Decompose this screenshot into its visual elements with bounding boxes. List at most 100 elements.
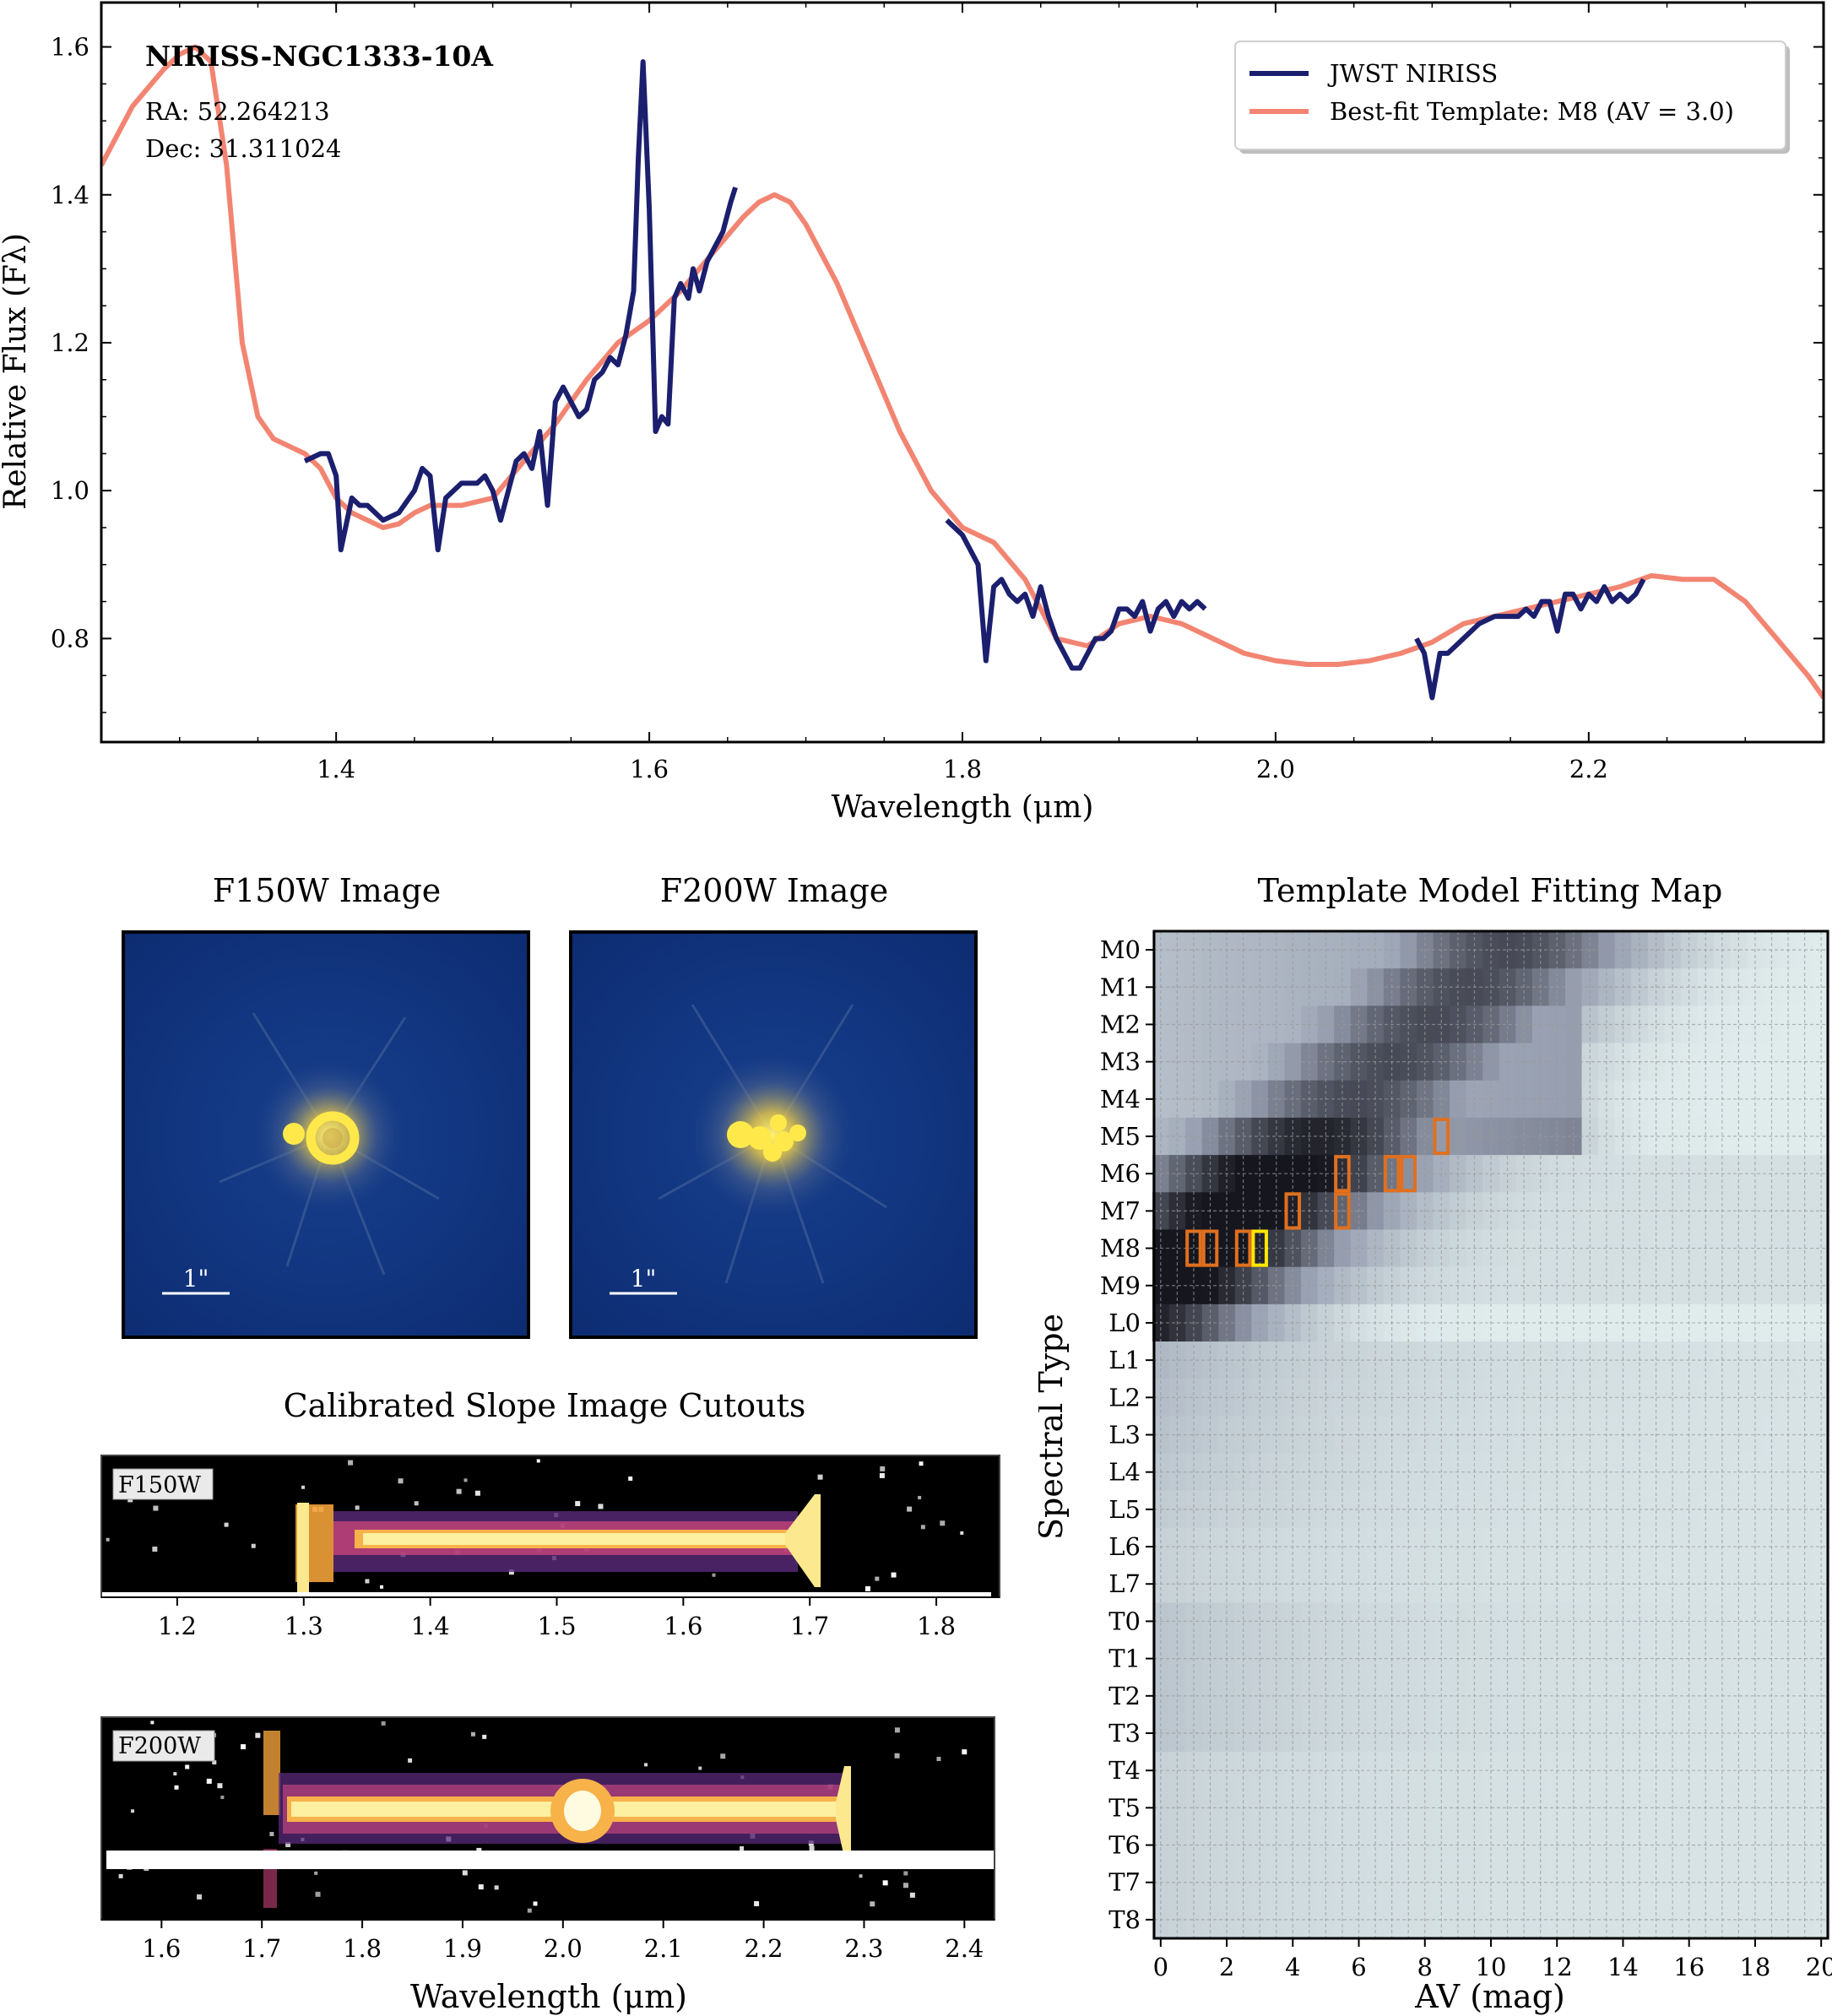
fitmap-cell [1267, 1490, 1286, 1529]
y-tick-label: T8 [1108, 1905, 1141, 1934]
noise-pixel [712, 1573, 716, 1577]
f200w-image: 1" [569, 930, 978, 1339]
fitmap-cell [1416, 1490, 1434, 1529]
noise-pixel [463, 1478, 468, 1482]
x-tick-label: 2.3 [844, 1934, 883, 1963]
x-tick-label: 18 [1739, 1953, 1770, 1981]
fitmap-cell [1664, 1341, 1682, 1379]
fitmap-ylabel: Spectral Type [1038, 1314, 1070, 1540]
fitmap-cell [1168, 1229, 1186, 1268]
f200w-scale-label: 1" [631, 1265, 657, 1293]
y-tick-label: M2 [1100, 1010, 1141, 1038]
fitmap-cell [1581, 1379, 1599, 1417]
fitmap-cell [1251, 1229, 1269, 1268]
x-tick-label: 14 [1607, 1953, 1639, 1981]
fitmap-cell [1185, 1229, 1203, 1268]
fitmap-cell [1730, 1826, 1748, 1865]
noise-pixel [960, 1531, 964, 1535]
fitmap-cell [1598, 1117, 1616, 1156]
good-fit-box [1334, 1155, 1351, 1193]
fitmap-cell [1813, 1379, 1830, 1417]
f150w-cutout: F150W [100, 1455, 1000, 1609]
y-tick-label: 1.6 [51, 33, 89, 62]
fitmap-cell [1647, 1826, 1665, 1865]
noise-pixel [255, 1732, 261, 1738]
f150w-cutout-label: F150W [118, 1472, 201, 1498]
x-tick-label: 1.8 [917, 1612, 956, 1640]
x-tick-label: 1.6 [630, 755, 669, 783]
fitmap-cell [1185, 1341, 1203, 1379]
y-tick-label: M9 [1100, 1271, 1141, 1300]
fitmap-cell [1813, 1490, 1830, 1529]
x-tick-label: 1.9 [443, 1934, 482, 1963]
noise-pixel [940, 1520, 946, 1526]
fitmap-cell [1350, 1602, 1368, 1641]
x-tick-label: 1.5 [537, 1612, 576, 1640]
fitmap-cell [1251, 1602, 1269, 1641]
fitmap-cell [1168, 1714, 1186, 1753]
y-tick-label: T2 [1108, 1682, 1141, 1710]
x-tick-label: 6 [1351, 1953, 1366, 1981]
fitmap-cell [1730, 1490, 1748, 1529]
y-tick-label: L3 [1108, 1421, 1141, 1450]
f200w-mask-band [106, 1851, 995, 1869]
y-tick-label: M1 [1100, 973, 1141, 1001]
fitmap-cell [1185, 1005, 1203, 1044]
fitmap-cell [1515, 1826, 1533, 1865]
fitmap-cell [1813, 1117, 1830, 1156]
y-tick-label: T3 [1108, 1719, 1141, 1748]
fitmap-cell [1350, 1341, 1368, 1379]
fitmap-cell [1416, 1826, 1434, 1865]
filter-images: F150W Image F200W Image 1" 1" [122, 872, 978, 1339]
fitmap-frame [1152, 929, 1829, 1940]
fitmap-cell [1499, 1341, 1516, 1379]
x-tick-label: 1.4 [411, 1612, 450, 1640]
fitmap-cell [1334, 1341, 1352, 1379]
noise-pixel [185, 1764, 190, 1769]
good-fit-box [1383, 1155, 1401, 1193]
noise-pixel [152, 1546, 158, 1552]
noise-pixel [217, 1783, 223, 1789]
fitmap-cell [1515, 1005, 1533, 1044]
fitmap-cell [1598, 1714, 1616, 1753]
fitmap-cell [1598, 1341, 1616, 1379]
y-tick-label: M4 [1100, 1085, 1141, 1114]
noise-pixel [365, 1579, 370, 1584]
f200w-cutout: F200W [100, 1716, 995, 1921]
f150w-image-title: F150W Image [213, 872, 442, 909]
fitmap-cell [1730, 1005, 1748, 1044]
y-tick-label: L1 [1108, 1346, 1141, 1374]
y-tick-label: T0 [1108, 1607, 1141, 1635]
fitmap-cell [1499, 1379, 1516, 1417]
noise-pixel [153, 1505, 159, 1511]
fitmap-cell [1499, 1602, 1516, 1641]
noise-pixel [720, 1753, 726, 1759]
fitmap-cell [1813, 1602, 1830, 1641]
fitmap-cell [1334, 1005, 1352, 1044]
y-tick-label: L7 [1108, 1569, 1141, 1598]
fitmap-cell [1267, 1602, 1286, 1641]
niriss-segment-1 [303, 59, 738, 553]
noise-pixel [902, 1883, 908, 1889]
noise-pixel [907, 1506, 913, 1512]
fitmap-cell [1334, 1229, 1352, 1268]
x-tick-label: 1.3 [285, 1612, 323, 1640]
noise-pixel [251, 1543, 256, 1548]
x-tick-label: 8 [1417, 1953, 1433, 1981]
fitmap-cell [1680, 1117, 1699, 1156]
fitmap-cell [1581, 1117, 1599, 1156]
fitmap-cell [1267, 1341, 1286, 1379]
fitmap-cell [1747, 1117, 1764, 1156]
fitmap-cell [1664, 1005, 1682, 1044]
fitmap-cell [1350, 1005, 1368, 1044]
noise-pixel [879, 1472, 885, 1478]
noise-pixel [380, 1585, 384, 1589]
fitmap-cell [1813, 1714, 1830, 1753]
fitmap-cell [1730, 1602, 1748, 1641]
fitmap-cell [1747, 1714, 1764, 1753]
slope-cutouts: Calibrated Slope Image Cutouts F150W 1.2… [100, 1387, 1000, 2015]
fitmap-cell [1433, 1341, 1450, 1379]
x-tick-label: 2.1 [644, 1934, 683, 1963]
y-tick-label: L5 [1108, 1495, 1141, 1524]
good-fit-box [1433, 1117, 1450, 1156]
